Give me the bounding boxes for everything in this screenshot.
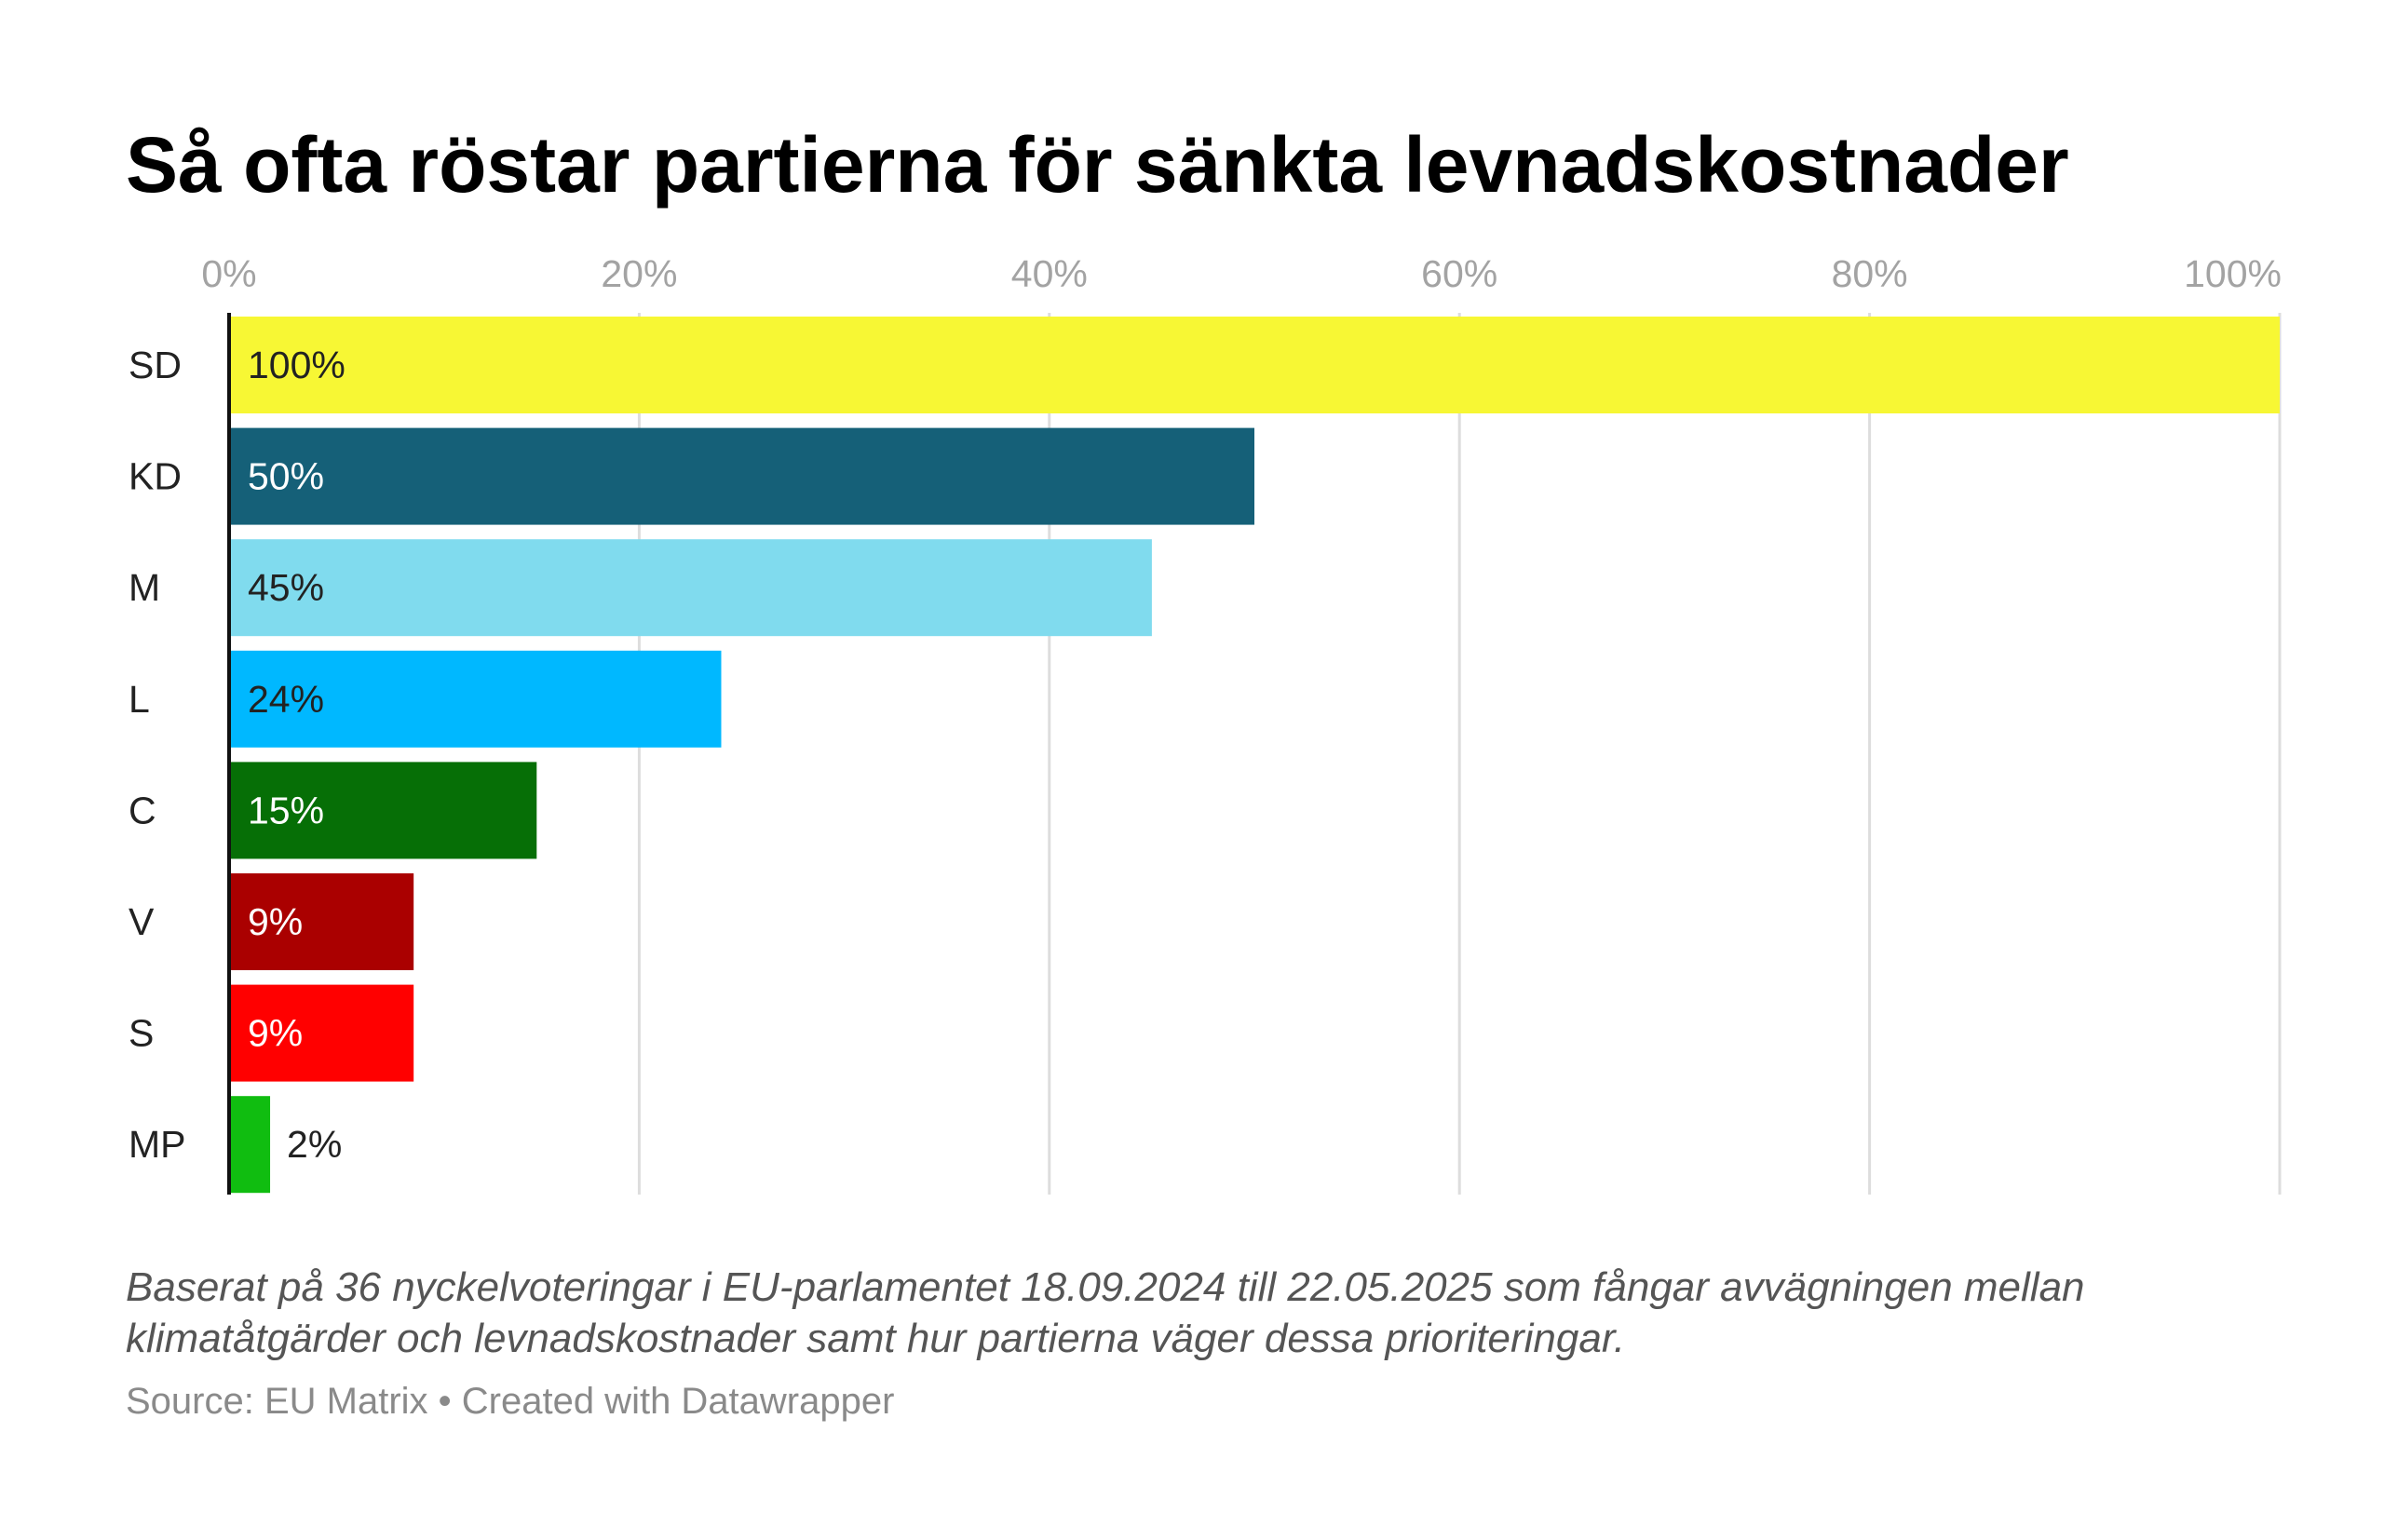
bar xyxy=(229,317,2280,413)
category-label: MP xyxy=(129,1123,186,1166)
x-tick-label: 40% xyxy=(1011,252,1088,295)
bar xyxy=(229,539,1152,637)
category-label: C xyxy=(129,789,156,831)
bar xyxy=(229,427,1254,525)
bar xyxy=(229,762,537,859)
value-label: 50% xyxy=(248,455,324,498)
x-tick-label: 20% xyxy=(601,252,677,295)
value-label: 9% xyxy=(248,900,303,943)
chart-source: Source: EU Matrix • Created with Datawra… xyxy=(126,1381,895,1422)
chart-title: Så ofta röstar partierna för sänkta levn… xyxy=(126,121,2069,209)
category-label: S xyxy=(129,1012,154,1055)
value-label: 2% xyxy=(287,1123,342,1166)
category-label: KD xyxy=(129,455,182,498)
category-label: V xyxy=(129,900,155,943)
value-label: 24% xyxy=(248,678,324,721)
category-label: M xyxy=(129,566,160,609)
bar xyxy=(229,1096,271,1194)
value-label: 45% xyxy=(248,566,324,609)
category-label: SD xyxy=(129,344,182,386)
x-tick-label: 60% xyxy=(1421,252,1497,295)
value-label: 15% xyxy=(248,789,324,831)
x-tick-label: 100% xyxy=(2184,252,2282,295)
bar xyxy=(229,984,414,1082)
value-label: 100% xyxy=(248,344,345,386)
value-label: 9% xyxy=(248,1012,303,1055)
bar xyxy=(229,873,414,970)
category-label: L xyxy=(129,678,150,721)
x-tick-label: 0% xyxy=(201,252,256,295)
x-tick-label: 80% xyxy=(1832,252,1908,295)
chart-notes: Baserat på 36 nyckelvoteringar i EU-parl… xyxy=(126,1264,2085,1361)
bar xyxy=(229,650,722,748)
